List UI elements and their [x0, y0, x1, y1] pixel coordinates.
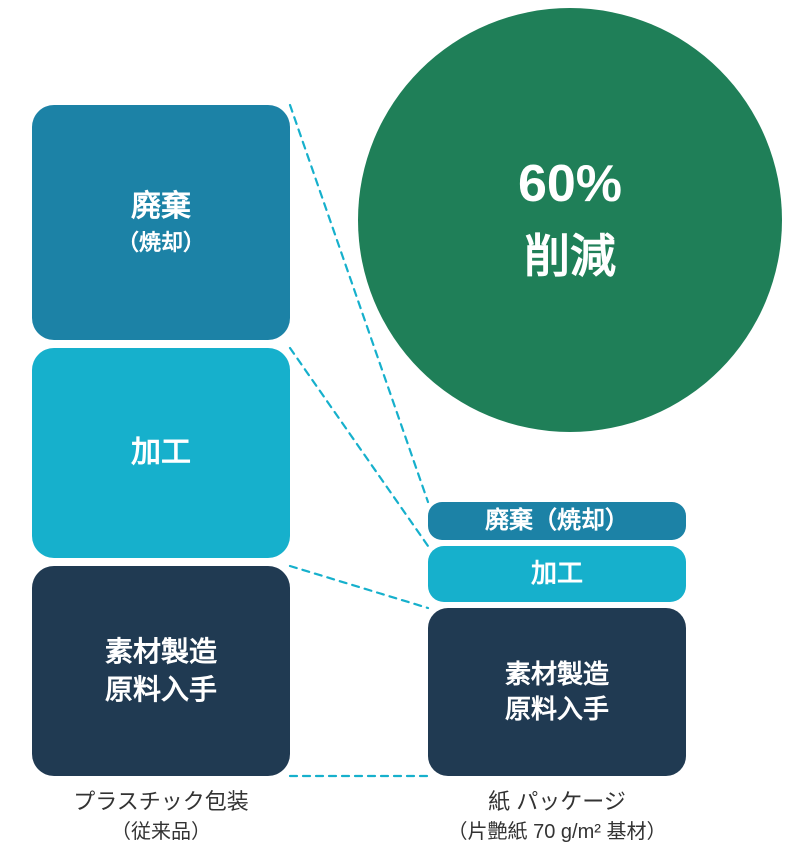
- left-disposal-label2: （焼却）: [117, 228, 205, 258]
- reduction-percent: 60%: [518, 154, 622, 214]
- left-process-block: 加工: [32, 348, 290, 558]
- left-process-label: 加工: [131, 433, 191, 474]
- left-disposal-label1: 廃棄: [131, 187, 191, 228]
- left-material-label2: 原料入手: [105, 671, 217, 709]
- right-disposal-label: 廃棄（焼却）: [485, 505, 629, 537]
- left-material-block: 素材製造 原料入手: [32, 566, 290, 776]
- reduction-label: 削減: [524, 220, 616, 286]
- right-caption-line2: （片艶紙 70 g/m² 基材）: [377, 818, 737, 847]
- right-disposal-block: 廃棄（焼却）: [428, 502, 686, 540]
- right-caption-line1: 紙 パッケージ: [377, 786, 737, 818]
- left-material-label1: 素材製造: [105, 633, 217, 671]
- right-material-label2: 原料入手: [505, 692, 609, 727]
- right-material-label1: 素材製造: [505, 657, 609, 692]
- left-caption-line1: プラスチック包装: [1, 786, 321, 818]
- right-process-block: 加工: [428, 546, 686, 602]
- right-material-block: 素材製造 原料入手: [428, 608, 686, 776]
- left-caption-line2: （従来品）: [1, 818, 321, 847]
- reduction-circle: 60% 削減: [358, 8, 782, 432]
- right-process-label: 加工: [531, 556, 583, 591]
- right-caption: 紙 パッケージ （片艶紙 70 g/m² 基材）: [377, 786, 737, 847]
- left-caption: プラスチック包装 （従来品）: [1, 786, 321, 847]
- left-disposal-block: 廃棄 （焼却）: [32, 105, 290, 340]
